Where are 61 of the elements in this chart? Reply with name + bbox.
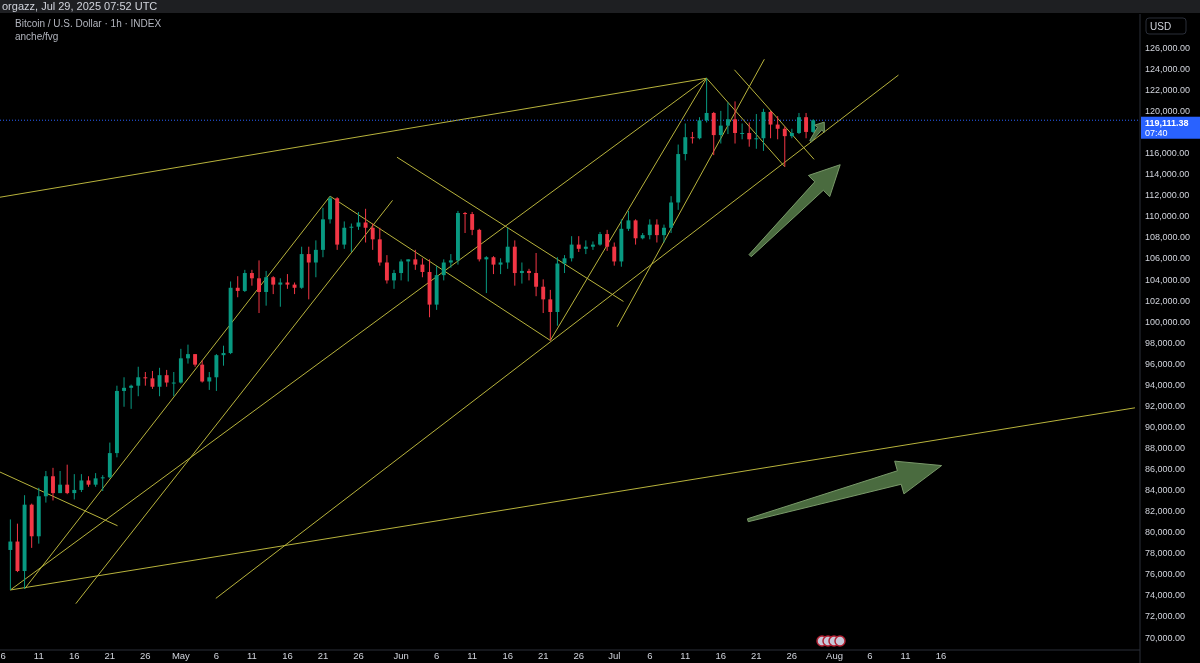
x-tick-label: 11 (33, 650, 44, 661)
x-tick-label: 11 (467, 650, 478, 661)
chart-title: Bitcoin / U.S. Dollar · 1h · INDEX (15, 18, 162, 29)
x-tick-label: 6 (433, 650, 440, 661)
y-tick-label: 120,000.00 (1145, 106, 1191, 117)
y-tick-label: 106,000.00 (1145, 253, 1191, 264)
y-tick-label: 112,000.00 (1145, 190, 1190, 201)
x-tick-label: 21 (751, 650, 762, 661)
x-tick-label: 21 (537, 650, 549, 661)
y-tick-label: 92,000.00 (1145, 400, 1186, 411)
y-tick-label: 102,000.00 (1145, 295, 1191, 306)
text: orgazz, Jul 29, 2025 07:52 UTC (2, 0, 158, 12)
y-tick-label: 122,000.00 (1145, 84, 1191, 95)
y-axis-title: USD (1150, 21, 1172, 32)
y-tick-label: 114,000.00 (1145, 169, 1190, 180)
x-tick-label: 6 (647, 650, 653, 661)
y-tick-label: 98,000.00 (1145, 337, 1186, 348)
x-tick-label: 16 (935, 650, 947, 661)
x-tick-label: 6 (0, 650, 6, 661)
y-tick-label: 100,000.00 (1145, 316, 1191, 327)
ref-line-label: 119,111.38 (1145, 118, 1189, 129)
y-tick-label: 76,000.00 (1145, 569, 1186, 580)
x-tick-label: 16 (282, 650, 293, 661)
y-tick-label: 74,000.00 (1145, 590, 1186, 601)
x-tick-label: 26 (353, 650, 364, 661)
x-tick-label: 16 (715, 650, 727, 661)
x-tick-label: 11 (900, 650, 911, 661)
x-tick-label: Jul (608, 650, 621, 661)
x-tick-label: 11 (246, 650, 257, 661)
y-tick-label: 72,000.00 (1145, 611, 1186, 622)
y-tick-label: 84,000.00 (1145, 485, 1186, 496)
x-tick-label: 26 (573, 650, 585, 661)
x-tick-label: May (171, 650, 191, 661)
y-tick-label: 70,000.00 (1145, 632, 1186, 643)
y-tick-label: 82,000.00 (1145, 506, 1186, 517)
y-tick-label: 110,000.00 (1145, 211, 1190, 222)
y-tick-label: 80,000.00 (1145, 527, 1186, 538)
y-tick-label: 94,000.00 (1145, 379, 1186, 390)
x-tick-label: 21 (317, 650, 329, 661)
x-tick-label: 26 (140, 650, 151, 661)
x-tick-label: 21 (104, 650, 116, 661)
text: anche/fvg (15, 31, 59, 42)
y-tick-label: 126,000.00 (1145, 42, 1191, 53)
x-tick-label: 16 (69, 650, 80, 661)
x-tick-label: 11 (680, 650, 691, 661)
y-tick-label: 108,000.00 (1145, 232, 1191, 243)
x-tick-label: Jun (393, 650, 409, 661)
x-tick-label: 26 (786, 650, 798, 661)
y-tick-label: 90,000.00 (1145, 421, 1186, 432)
y-tick-label: 116,000.00 (1145, 148, 1190, 159)
x-tick-label: Aug (826, 650, 843, 661)
y-tick-label: 88,000.00 (1145, 442, 1186, 453)
text: 07:40 (1145, 128, 1168, 139)
x-tick-label: 6 (867, 650, 873, 661)
y-tick-label: 78,000.00 (1145, 548, 1186, 559)
y-tick-label: 96,000.00 (1145, 358, 1186, 369)
y-tick-label: 104,000.00 (1145, 274, 1191, 285)
y-tick-label: 86,000.00 (1145, 464, 1186, 475)
y-tick-label: 124,000.00 (1145, 63, 1191, 74)
x-tick-label: 6 (213, 650, 220, 661)
x-tick-label: 16 (502, 650, 513, 661)
